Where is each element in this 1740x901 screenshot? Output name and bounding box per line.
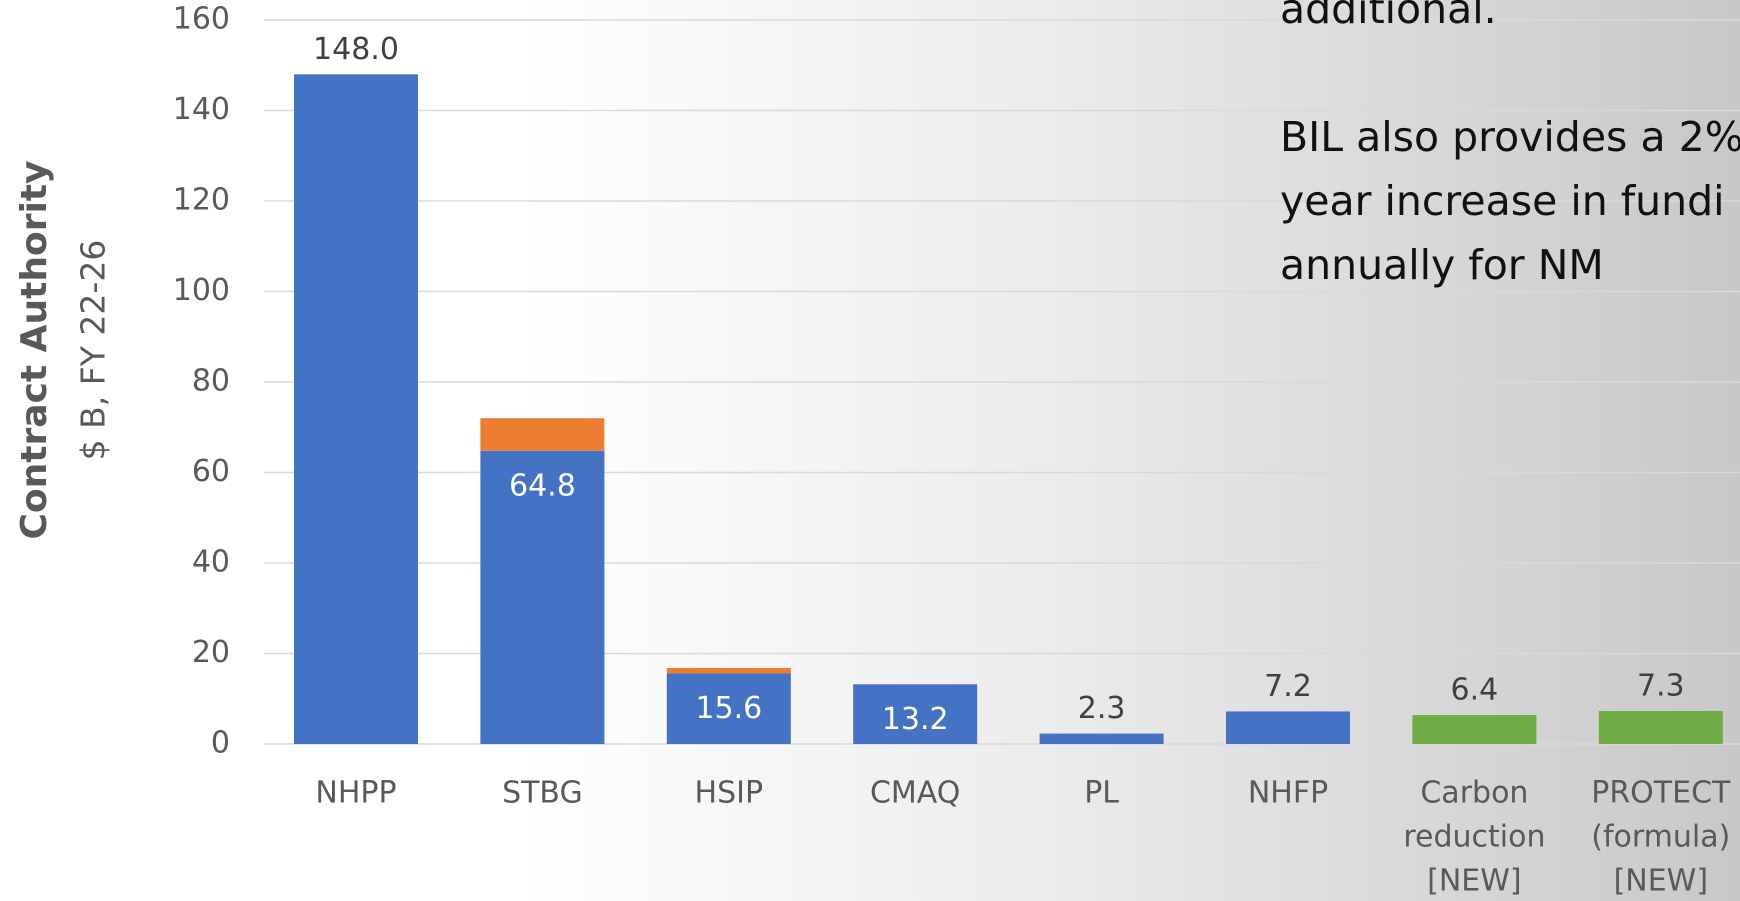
x-tick-label: PL	[1084, 776, 1119, 811]
bar-segment	[1599, 711, 1723, 744]
x-tick-label: PROTECT	[1591, 776, 1731, 811]
x-tick-label: CMAQ	[870, 776, 960, 811]
page: {"chart_data": {"type": "stacked_bar", "…	[0, 0, 1740, 901]
data-label: 148.0	[313, 32, 399, 67]
x-tick-label: (formula)	[1591, 820, 1730, 855]
y-axis-title: Contract Authority	[14, 161, 55, 540]
x-tick-label: Carbon	[1420, 776, 1528, 811]
x-tick-label: NHPP	[315, 776, 396, 811]
data-label: 15.6	[695, 691, 762, 726]
y-tick-label: 140	[173, 92, 230, 127]
note-text: BIL also provides a 2%	[1280, 113, 1740, 161]
x-tick-label: reduction	[1403, 820, 1545, 855]
data-label: 6.4	[1451, 673, 1499, 708]
data-label: 64.8	[509, 468, 576, 503]
data-label: 2.3	[1078, 691, 1126, 726]
note-text: additional.	[1280, 0, 1497, 33]
data-label: 7.2	[1264, 669, 1312, 704]
y-tick-label: 100	[173, 273, 230, 308]
bar-segment	[480, 418, 604, 451]
bar-segment	[294, 74, 418, 744]
bar-segment	[667, 668, 791, 673]
y-tick-label: 20	[192, 635, 230, 670]
note-text: annually for NM	[1280, 241, 1604, 289]
bar-segment	[1040, 734, 1164, 744]
y-tick-label: 120	[173, 183, 230, 218]
x-tick-label: HSIP	[695, 776, 764, 811]
x-tick-label: NHFP	[1248, 776, 1328, 811]
chart: Contract Authority $ B, FY 22-26 0 20 40 60…	[0, 0, 1740, 901]
note-text: year increase in fundi	[1280, 177, 1725, 225]
data-label: 7.3	[1637, 668, 1685, 703]
y-tick-label: 0	[211, 726, 230, 761]
y-tick-label: 80	[192, 364, 230, 399]
x-tick-label: [NEW]	[1614, 864, 1708, 899]
x-tick-label: STBG	[502, 776, 583, 811]
bar-segment	[1226, 711, 1350, 744]
y-axis-subtitle: $ B, FY 22-26	[74, 240, 113, 461]
y-tick-label: 160	[173, 2, 230, 37]
bar-segment	[1412, 715, 1536, 744]
y-tick-label: 60	[192, 454, 230, 489]
y-tick-label: 40	[192, 545, 230, 580]
data-label: 13.2	[882, 702, 949, 737]
x-tick-label: [NEW]	[1427, 864, 1521, 899]
